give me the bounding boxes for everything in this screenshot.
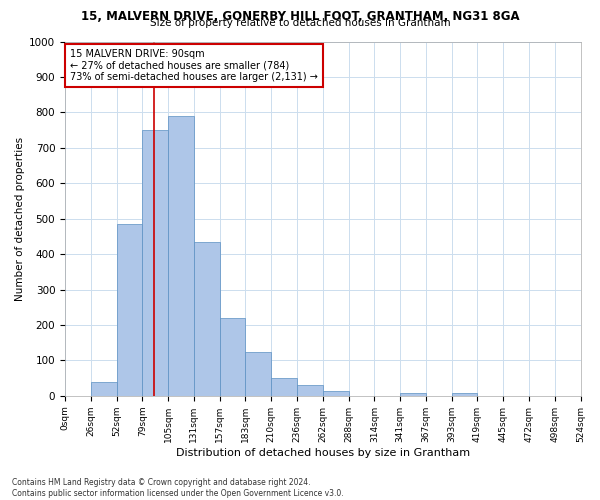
Bar (91, 382, 116, 396)
Text: Size of property relative to detached houses in Grantham: Size of property relative to detached ho… (149, 18, 451, 28)
Bar (168, 116, 194, 396)
Text: Contains HM Land Registry data © Crown copyright and database right 2024.
Contai: Contains HM Land Registry data © Crown c… (12, 478, 344, 498)
Text: 15, MALVERN DRIVE, GONERBY HILL FOOT, GRANTHAM, NG31 8GA: 15, MALVERN DRIVE, GONERBY HILL FOOT, GR… (80, 10, 520, 23)
Y-axis label: Number of detached properties: Number of detached properties (15, 136, 25, 300)
Bar (452, 393, 478, 396)
Bar (245, 352, 271, 396)
Bar (323, 390, 349, 396)
Bar (297, 385, 323, 396)
Bar (220, 318, 245, 396)
Bar (400, 393, 426, 396)
Bar (271, 378, 297, 396)
Text: 15 MALVERN DRIVE: 90sqm
← 27% of detached houses are smaller (784)
73% of semi-d: 15 MALVERN DRIVE: 90sqm ← 27% of detache… (70, 48, 318, 82)
Bar (142, 130, 168, 396)
Bar (116, 224, 142, 396)
Bar (194, 242, 220, 396)
X-axis label: Distribution of detached houses by size in Grantham: Distribution of detached houses by size … (176, 448, 470, 458)
